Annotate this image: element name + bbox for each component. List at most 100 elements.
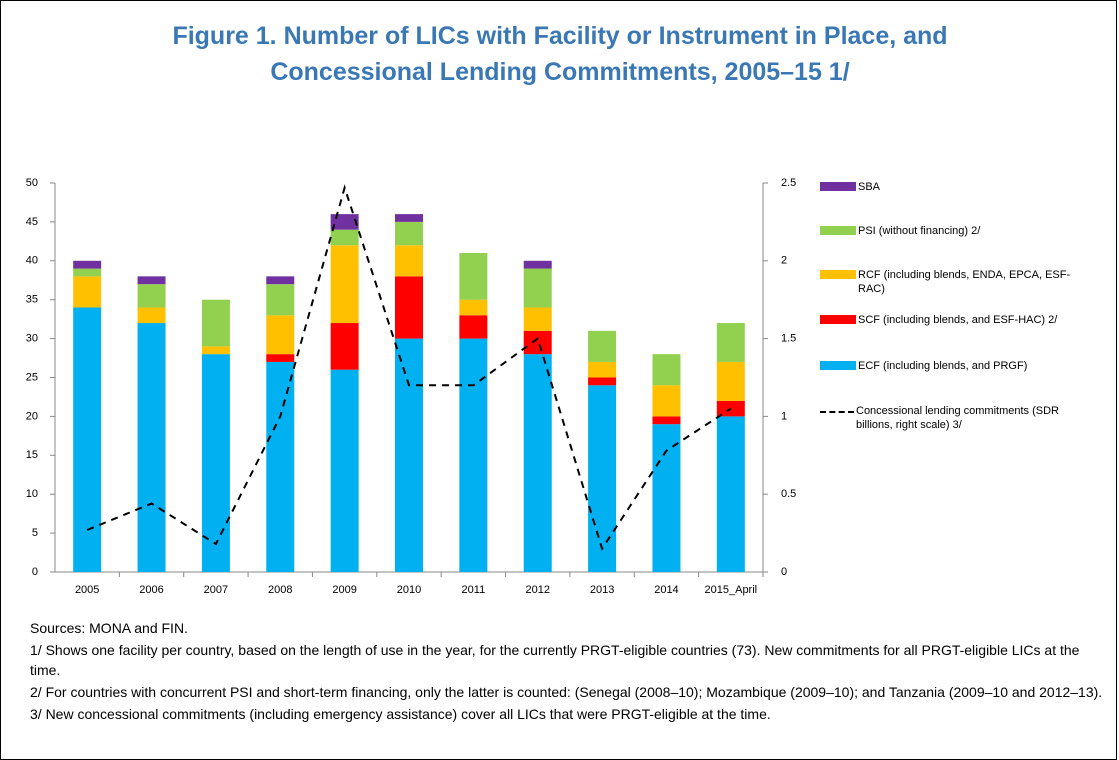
y2-tick-label: 0.5 xyxy=(781,488,796,500)
bar-segment xyxy=(652,424,681,572)
legend-swatch xyxy=(820,270,856,279)
note: 2/ For countries with concurrent PSI and… xyxy=(30,684,1103,700)
note: Sources: MONA and FIN. xyxy=(30,620,188,636)
bar-segment xyxy=(395,245,423,277)
legend-label: PSI (without financing) 2/ xyxy=(858,225,981,237)
bar-segment xyxy=(266,284,295,316)
x-tick-label: 2014 xyxy=(654,584,678,596)
legend-label: ECF (including blends, and PRGF) xyxy=(858,360,1028,372)
bar-segment xyxy=(395,214,423,222)
bar-segment xyxy=(523,260,552,269)
bar-segment xyxy=(137,276,166,285)
legend-item: PSI (without financing) 2/ xyxy=(820,224,1088,238)
legend-swatch xyxy=(820,226,856,235)
x-tick-label: 2007 xyxy=(204,584,228,596)
note: 1/ Shows one facility per country, based… xyxy=(30,642,1080,678)
bar-segment xyxy=(201,354,230,572)
legend-swatch xyxy=(820,411,854,413)
legend-item: ECF (including blends, and PRGF) xyxy=(820,359,1088,373)
bar-segment xyxy=(652,354,681,386)
x-tick-label: 2013 xyxy=(590,584,614,596)
bar-segment xyxy=(652,385,681,417)
bar-segment xyxy=(201,299,230,347)
bar-segment xyxy=(330,369,359,572)
bar-segment xyxy=(330,323,359,370)
bar-segment xyxy=(459,253,488,300)
y2-tick-label: 1 xyxy=(781,410,787,422)
bar-segment xyxy=(588,385,617,572)
bar-segment xyxy=(716,361,745,401)
y-tick-label: 5 xyxy=(32,527,38,539)
bar-segment xyxy=(523,307,552,331)
bar-segment xyxy=(201,346,230,355)
x-tick-label: 2005 xyxy=(75,584,99,596)
x-tick-label: 2009 xyxy=(332,584,356,596)
legend-swatch xyxy=(820,361,856,370)
x-tick-label: 2006 xyxy=(139,584,163,596)
x-tick-label: 2015_April xyxy=(705,584,758,596)
y-tick-label: 30 xyxy=(26,333,38,345)
x-tick-label: 2012 xyxy=(525,584,549,596)
bar-segment xyxy=(459,299,488,316)
legend-item: RCF (including blends, ENDA, EPCA, ESF-R… xyxy=(820,268,1088,296)
legend-label: SBA xyxy=(858,181,881,193)
bar-segment xyxy=(73,260,102,269)
bar-segment xyxy=(588,330,617,362)
y2-tick-label: 2 xyxy=(781,255,787,267)
notes: Sources: MONA and FIN. 1/ Shows one facil… xyxy=(30,618,1110,726)
y2-tick-label: 2.5 xyxy=(781,177,796,189)
y-tick-label: 35 xyxy=(26,294,38,306)
bar-segment xyxy=(716,323,745,362)
bar-segment xyxy=(266,361,295,572)
bar-segment xyxy=(523,268,552,308)
bar-segment xyxy=(137,284,166,308)
legend-item: SCF (including blends, and ESF-HAC) 2/ xyxy=(820,313,1088,327)
bar-segment xyxy=(73,307,102,572)
bar-segment xyxy=(330,214,359,230)
bar-segment xyxy=(588,377,617,386)
bar-segment xyxy=(266,276,295,285)
x-tick-label: 2010 xyxy=(397,584,421,596)
legend-item: Concessional lending commitments (SDR bi… xyxy=(820,404,1086,432)
bar-segment xyxy=(395,221,423,246)
bar-segment xyxy=(266,315,295,355)
chart: 0 5 10 15 20 25 30 35 40 45 50 0 0.5 1 1.5 2 2.5 2005 2006… xyxy=(26,177,797,596)
bar-segment xyxy=(716,416,745,572)
bar-segment xyxy=(523,354,552,572)
bar-segment xyxy=(73,276,102,308)
bar-segment xyxy=(330,245,359,324)
bar-segment xyxy=(652,416,681,425)
y2-tick-label: 1.5 xyxy=(781,333,796,345)
y-tick-label: 40 xyxy=(26,255,38,267)
bar-segment xyxy=(395,338,423,572)
bar-segment xyxy=(395,276,423,339)
bar-segment xyxy=(73,268,102,277)
legend-swatch xyxy=(820,315,856,324)
y2-tick-label: 0 xyxy=(781,566,787,578)
legend-label: RCF (including blends, ENDA, EPCA, ESF-R… xyxy=(858,269,1071,295)
y-tick-label: 15 xyxy=(26,449,38,461)
bar-segment xyxy=(137,323,166,572)
legend-item: SBA xyxy=(820,180,1088,194)
x-tick-label: 2011 xyxy=(462,584,486,596)
legend-swatch xyxy=(820,182,856,191)
bar-segment xyxy=(459,338,488,572)
y-tick-label: 0 xyxy=(32,566,38,578)
chart-title: Figure 1. Number of LICs with Facility o… xyxy=(172,22,948,86)
bar-segment xyxy=(137,307,166,324)
bar-segment xyxy=(523,330,552,355)
note: 3/ New concessional commitments (includi… xyxy=(30,706,771,722)
bar-segment xyxy=(588,361,617,378)
x-tick-label: 2008 xyxy=(268,584,292,596)
y-tick-label: 50 xyxy=(26,177,38,189)
y-tick-label: 25 xyxy=(26,371,38,383)
bar-segment xyxy=(266,354,295,362)
y-tick-label: 45 xyxy=(26,216,38,228)
y-tick-label: 20 xyxy=(26,410,38,422)
bar-segment xyxy=(459,315,488,339)
legend-label: Concessional lending commitments (SDR bi… xyxy=(856,405,1059,431)
y-tick-label: 10 xyxy=(26,488,38,500)
legend-label: SCF (including blends, and ESF-HAC) 2/ xyxy=(858,314,1058,326)
line-series xyxy=(86,184,732,551)
